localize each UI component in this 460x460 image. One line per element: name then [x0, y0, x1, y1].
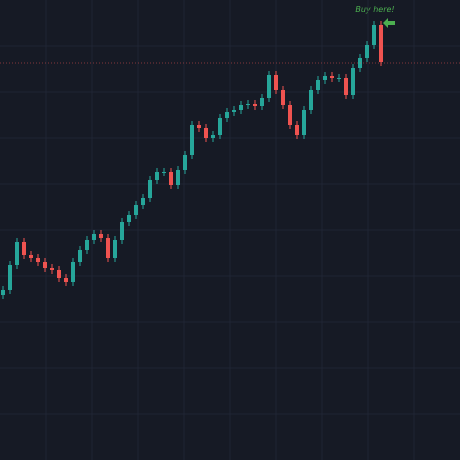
candle-body	[155, 172, 159, 180]
candle-body	[8, 265, 12, 290]
candle-body	[169, 172, 173, 185]
candle-body	[1, 290, 5, 295]
candle-body	[288, 105, 292, 125]
candle-body	[85, 240, 89, 250]
candle-body	[337, 78, 341, 79]
candle-body	[197, 125, 201, 128]
candle-body	[162, 172, 166, 173]
candle-body	[22, 242, 26, 255]
candle-body	[309, 90, 313, 110]
candle-body	[253, 104, 257, 106]
candle-body	[120, 222, 124, 240]
candle-body	[92, 234, 96, 240]
candle-body	[106, 238, 110, 258]
candle-body	[302, 110, 306, 135]
candle-body	[113, 240, 117, 258]
candle-body	[365, 45, 369, 58]
candle-body	[323, 76, 327, 80]
candle-body	[372, 25, 376, 45]
candle-body	[78, 250, 82, 262]
candle-body	[43, 262, 47, 268]
candle-body	[183, 155, 187, 170]
candle-body	[15, 242, 19, 265]
candle-body	[267, 75, 271, 98]
candle-body	[36, 258, 40, 262]
candle-body	[211, 135, 215, 138]
candle-body	[141, 198, 145, 205]
candle-body	[232, 110, 236, 112]
candle-body	[148, 180, 152, 198]
candle-body	[330, 76, 334, 78]
candle-body	[344, 78, 348, 95]
arrow	[383, 18, 395, 28]
candle-body	[351, 68, 355, 95]
candle-body	[71, 262, 75, 282]
candle-body	[176, 170, 180, 185]
candle-body	[225, 112, 229, 118]
candle-body	[281, 90, 285, 105]
candle-body	[239, 105, 243, 110]
candle-body	[246, 104, 250, 105]
candle-body	[218, 118, 222, 135]
candle-body	[204, 128, 208, 138]
candle-body	[134, 205, 138, 215]
candle-body	[190, 125, 194, 155]
candle-body	[29, 255, 33, 258]
candle-body	[379, 25, 383, 62]
candle-body	[127, 215, 131, 222]
candle-body	[64, 278, 68, 282]
candle-body	[50, 268, 54, 270]
candle-body	[99, 234, 103, 238]
candle-body	[295, 125, 299, 135]
candle-body	[316, 80, 320, 90]
candle-body	[57, 270, 61, 278]
annotation: Buy here!	[355, 5, 394, 14]
candle-body	[260, 98, 264, 106]
candle-body	[274, 75, 278, 90]
